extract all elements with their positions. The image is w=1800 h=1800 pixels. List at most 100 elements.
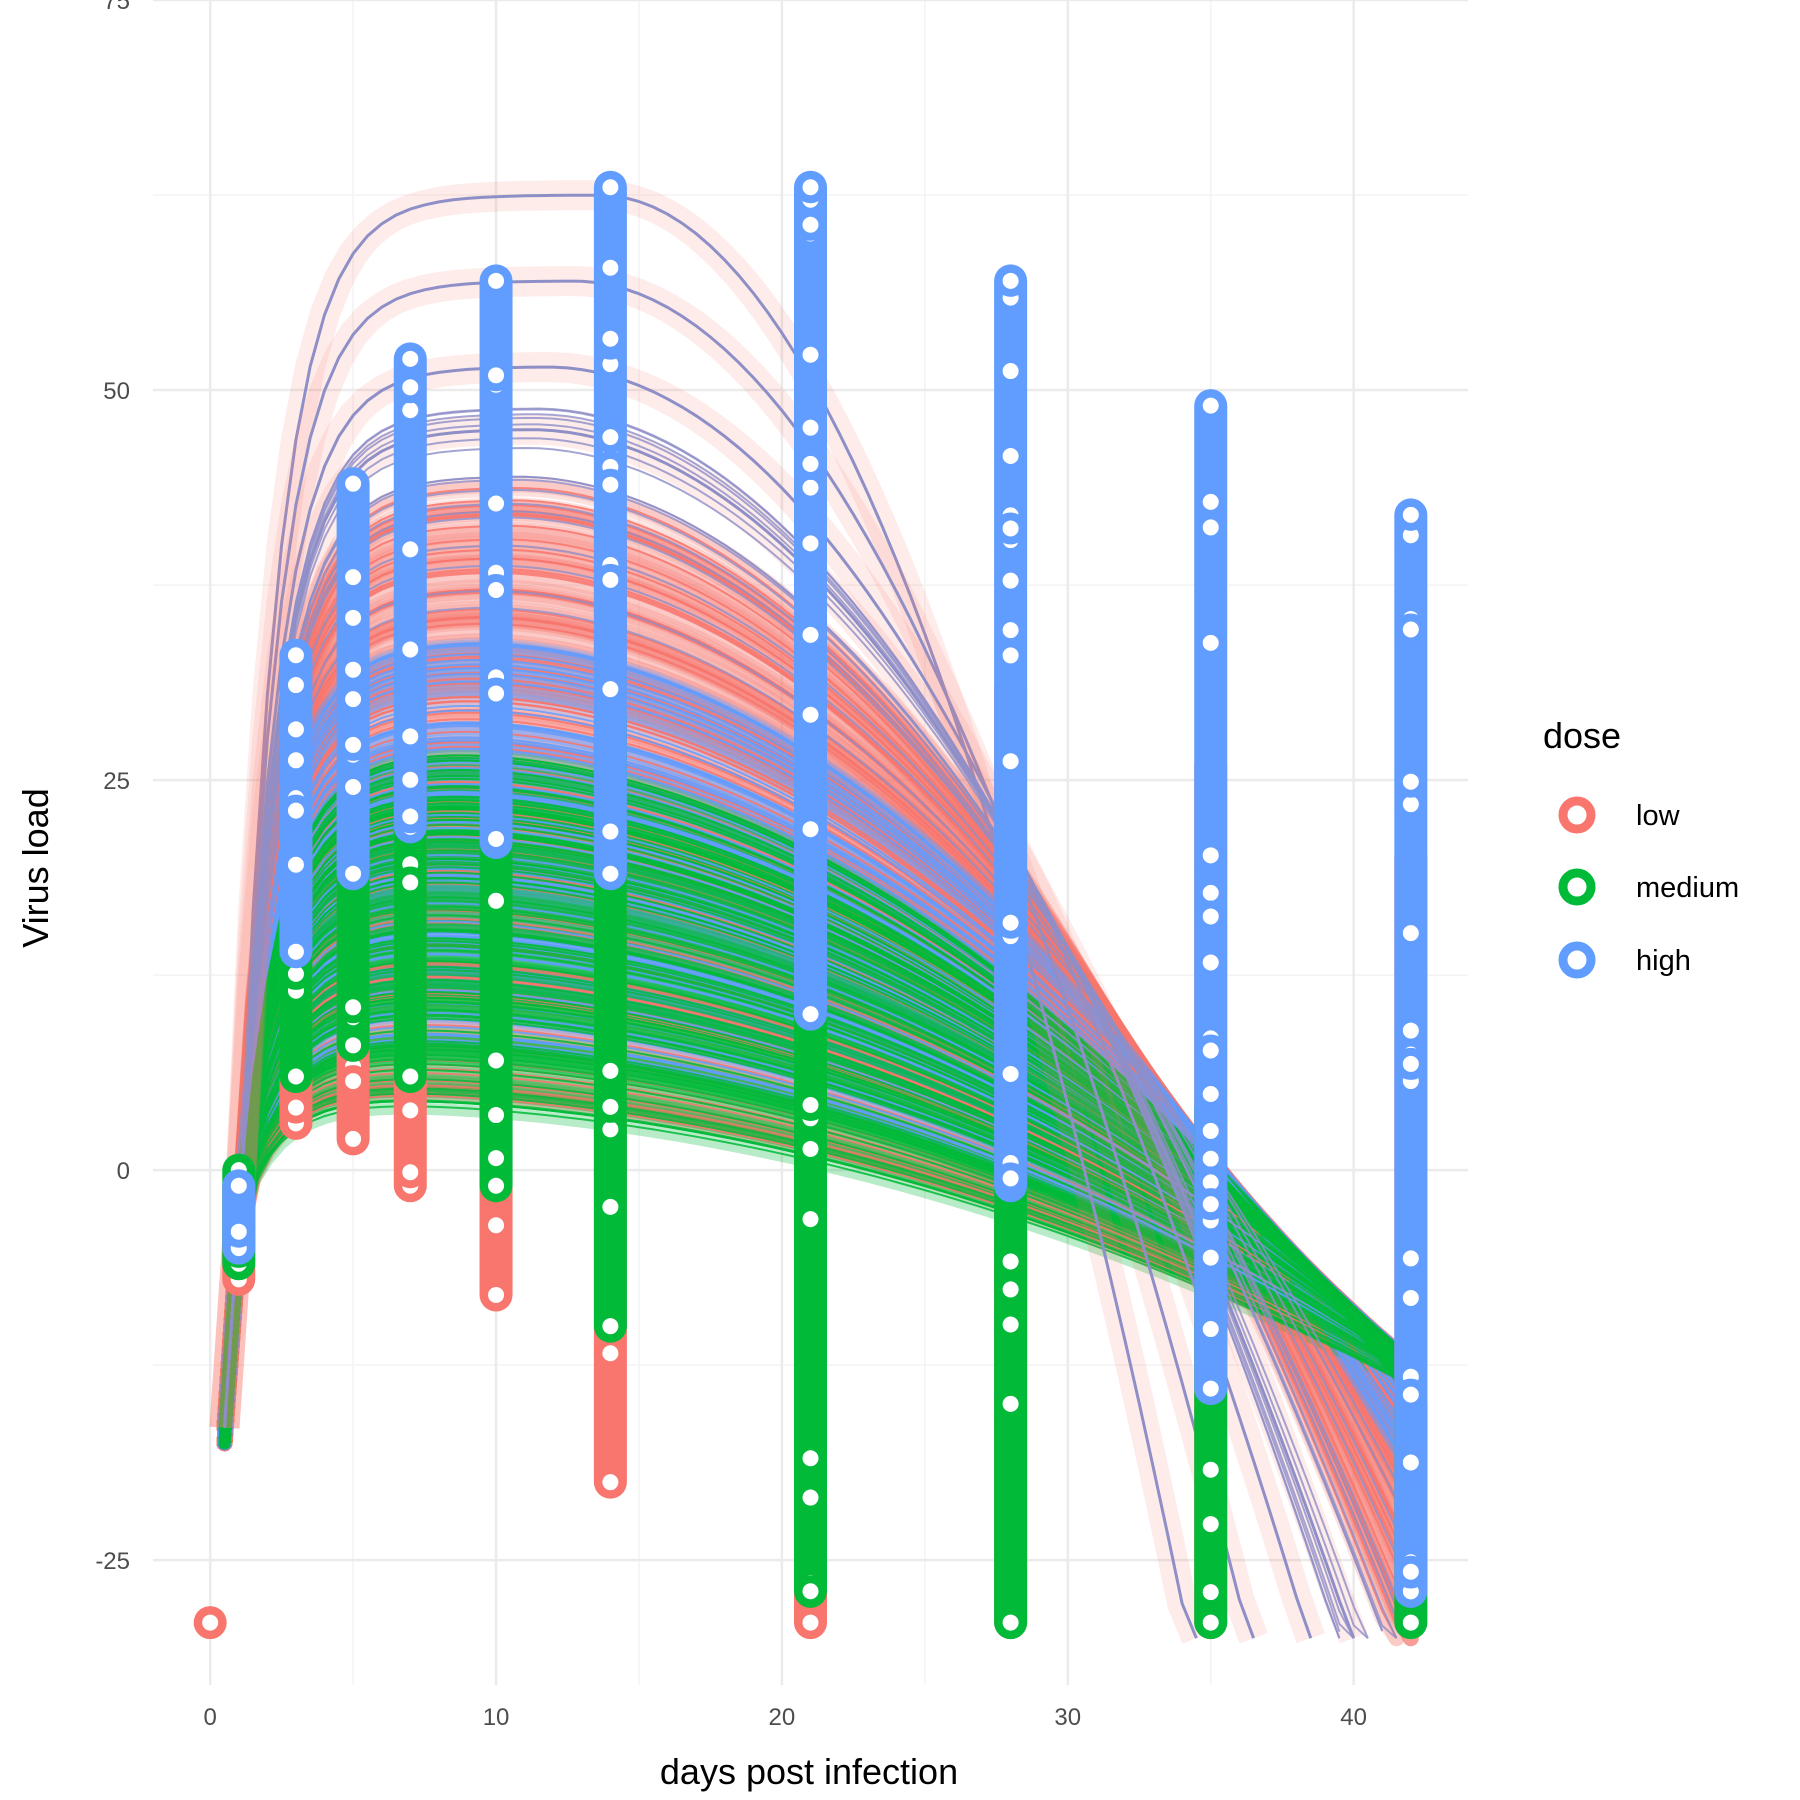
data-point-medium	[994, 1387, 1027, 1420]
data-point-medium	[394, 1060, 427, 1093]
data-point-high	[1394, 1555, 1427, 1588]
data-point-high	[594, 171, 627, 204]
data-point-high	[222, 1215, 255, 1248]
data-point-high	[337, 467, 370, 500]
data-point-high	[394, 800, 427, 833]
data-point-medium	[337, 991, 370, 1024]
data-point-high	[794, 527, 827, 560]
data-point-high	[594, 673, 627, 706]
data-point-high	[1394, 1242, 1427, 1275]
data-point-high	[279, 794, 312, 827]
data-point-medium	[1194, 1606, 1227, 1639]
data-point-high	[1194, 839, 1227, 872]
data-point-high	[994, 614, 1027, 647]
data-point-medium	[594, 1090, 627, 1123]
x-axis-title: days post infection	[660, 1751, 958, 1792]
y-tick-label: 50	[103, 378, 130, 405]
data-point-high	[794, 998, 827, 1031]
data-point-high	[594, 815, 627, 848]
data-point-high	[337, 728, 370, 761]
data-point-high	[794, 411, 827, 444]
data-point-high	[794, 618, 827, 651]
data-point-high	[480, 264, 513, 297]
data-point-high	[337, 561, 370, 594]
data-point-high	[794, 813, 827, 846]
data-point-high	[994, 512, 1027, 545]
data-point-high	[337, 683, 370, 716]
data-point-high	[480, 677, 513, 710]
data-point-low	[794, 1606, 827, 1639]
x-tick-label: 30	[1054, 1704, 1081, 1731]
legend-item-low: low	[1558, 796, 1681, 834]
x-tick-label: 0	[203, 1704, 216, 1731]
data-point-medium	[594, 1054, 627, 1087]
y-axis-title: Virus load	[15, 788, 56, 947]
data-point-high	[337, 857, 370, 890]
data-point-high	[1194, 1034, 1227, 1067]
x-tick-label: 40	[1340, 1704, 1367, 1731]
data-point-high	[594, 563, 627, 596]
data-point-medium	[594, 1190, 627, 1223]
data-point-high	[594, 857, 627, 890]
data-point-low	[594, 1337, 627, 1370]
data-point-medium	[794, 1481, 827, 1514]
legend-key-low	[1558, 796, 1596, 834]
data-point-high	[279, 744, 312, 777]
data-point-medium	[1194, 1508, 1227, 1541]
data-point-high	[279, 639, 312, 672]
data-point-medium	[994, 1245, 1027, 1278]
data-point-medium	[994, 1308, 1027, 1341]
data-point-high	[394, 371, 427, 404]
data-point-high	[994, 355, 1027, 388]
data-point-high	[994, 264, 1027, 297]
x-tick-label: 20	[769, 1704, 796, 1731]
data-point-high	[994, 564, 1027, 597]
data-point-medium	[1194, 1576, 1227, 1609]
data-point-high	[480, 823, 513, 856]
data-point-high	[279, 713, 312, 746]
legend-label-medium: medium	[1636, 872, 1739, 904]
data-point-medium	[794, 1203, 827, 1236]
data-point-medium	[1394, 1606, 1427, 1639]
data-point-high	[1394, 765, 1427, 798]
legend-key-medium	[1558, 868, 1596, 906]
data-point-high	[1394, 1446, 1427, 1479]
data-point-high	[337, 771, 370, 804]
data-point-high	[1194, 1188, 1227, 1221]
y-tick-label: 75	[103, 0, 130, 15]
data-point-medium	[794, 1442, 827, 1475]
data-point-medium	[794, 1132, 827, 1165]
legend-label-low: low	[1636, 800, 1681, 832]
legend-title: dose	[1543, 715, 1621, 756]
data-point-high	[594, 322, 627, 355]
legend-key-high	[1558, 941, 1596, 979]
data-point-low	[394, 1094, 427, 1127]
legend-label-high: high	[1636, 945, 1691, 977]
data-point-high	[1394, 1047, 1427, 1080]
data-point-high	[480, 487, 513, 520]
data-point-low	[594, 1466, 627, 1499]
data-point-high	[1394, 1281, 1427, 1314]
data-point-high	[279, 848, 312, 881]
data-point-medium	[394, 866, 427, 899]
data-point-low	[194, 1606, 227, 1639]
data-point-high	[1394, 613, 1427, 646]
data-point-high	[794, 338, 827, 371]
legend-item-high: high	[1558, 941, 1691, 979]
data-point-low	[480, 1209, 513, 1242]
data-point-high	[994, 1057, 1027, 1090]
data-point-high	[794, 208, 827, 241]
data-point-low	[337, 1122, 370, 1155]
data-point-high	[1194, 1241, 1227, 1274]
legend-item-medium: medium	[1558, 868, 1739, 906]
data-point-high	[1194, 485, 1227, 518]
axis-layer: 0 10 20 30 40 -25 0 25 50 75	[95, 0, 1367, 1731]
data-point-low	[394, 1156, 427, 1189]
data-point-medium	[794, 1575, 827, 1608]
data-point-high	[480, 359, 513, 392]
data-point-high	[794, 171, 827, 204]
data-point-high	[1194, 389, 1227, 422]
data-point-high	[1194, 900, 1227, 933]
